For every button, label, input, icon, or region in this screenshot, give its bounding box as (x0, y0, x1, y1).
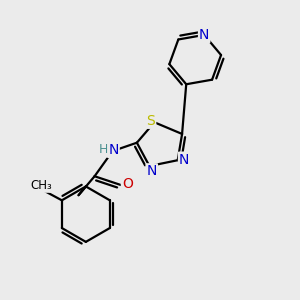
Text: N: N (179, 153, 189, 166)
Text: CH₃: CH₃ (31, 179, 52, 192)
Text: N: N (147, 164, 157, 178)
Text: N: N (108, 143, 119, 157)
Text: H: H (99, 143, 109, 157)
Text: N: N (199, 28, 209, 42)
Text: O: O (122, 177, 133, 191)
Text: S: S (146, 114, 155, 128)
